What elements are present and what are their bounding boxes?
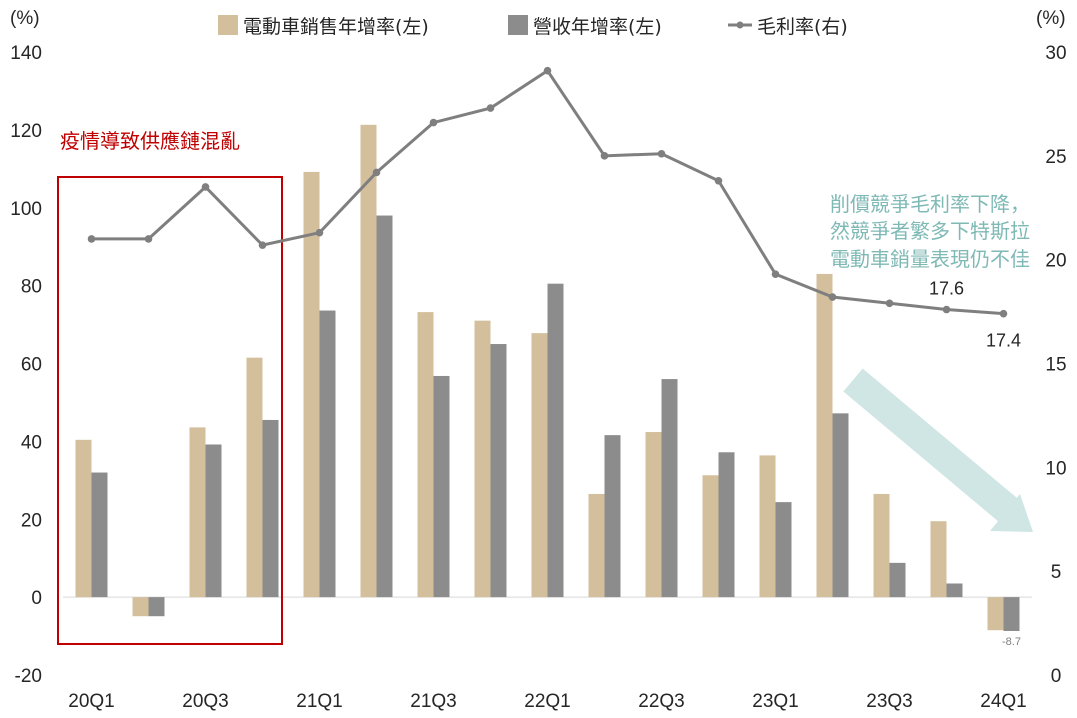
bar-revenue-23Q2: [832, 413, 849, 598]
bar-ev-sales-23Q4: [930, 521, 947, 598]
margin-point-22Q3: [657, 149, 666, 158]
bar-revenue-21Q3: [433, 375, 450, 598]
y-left-tick-label-2: 20: [21, 510, 42, 531]
legend: 電動車銷售年增率(左) 營收年增率(左) 毛利率(右): [218, 15, 848, 38]
margin-point-21Q1: [315, 228, 324, 237]
margin-point-22Q1: [543, 66, 552, 75]
margin-point-23Q1: [771, 270, 780, 279]
y-left-tick-label-0: -20: [15, 666, 42, 687]
bar-revenue-24Q1: [1003, 597, 1020, 632]
trend-arrow-shaft: [843, 368, 1018, 522]
arrow-annotation-line-2: 然競爭者繁多下特斯拉: [830, 219, 1030, 243]
margin-point-23Q3: [885, 299, 894, 308]
bar-ev-sales-22Q3: [645, 432, 662, 598]
y-left-tick-label-7: 120: [10, 121, 42, 142]
legend-swatch-ev-sales: [218, 15, 238, 35]
bar-revenue-20Q1: [91, 472, 108, 598]
y-left-tick-label-6: 100: [10, 199, 42, 220]
x-tick-label-21Q3: 21Q3: [410, 691, 456, 712]
bar-ev-sales-23Q1: [759, 455, 776, 598]
bar-ev-sales-23Q3: [873, 493, 890, 598]
margin-point-20Q4: [258, 241, 267, 249]
x-tick-label-20Q3: 20Q3: [182, 691, 228, 712]
bar-ev-sales-20Q1: [75, 439, 92, 598]
bar-revenue-22Q4: [718, 452, 735, 598]
margin-point-21Q4: [486, 104, 495, 112]
legend-label-margin: 毛利率(右): [757, 16, 848, 38]
margin-point-23Q2: [828, 293, 837, 301]
data-label-revenue-24Q1: -8.7: [1002, 636, 1021, 648]
bar-ev-sales-21Q2: [360, 124, 377, 598]
bar-revenue-23Q3: [889, 562, 906, 598]
y-right-tick-label-6: 30: [1045, 43, 1066, 64]
supply-chain-box: [57, 176, 283, 645]
x-tick-label-23Q1: 23Q1: [752, 691, 798, 712]
bar-revenue-21Q2: [376, 215, 393, 598]
legend-label-revenue: 營收年增率(左): [533, 16, 662, 38]
bar-ev-sales-20Q2: [132, 597, 149, 617]
y-left-tick-label-1: 0: [31, 588, 42, 609]
bar-revenue-20Q4: [262, 419, 279, 598]
data-label-margin-23Q4: 17.6: [929, 279, 964, 299]
legend-marker-margin: [736, 21, 744, 29]
bar-revenue-22Q1: [547, 283, 564, 598]
margin-point-21Q2: [372, 168, 381, 177]
x-tick-label-24Q1: 24Q1: [980, 691, 1026, 712]
bar-revenue-22Q2: [604, 435, 621, 598]
bar-ev-sales-22Q1: [531, 333, 548, 598]
bar-ev-sales-20Q3: [189, 427, 206, 598]
y-right-tick-label-5: 25: [1045, 147, 1066, 168]
y-left-unit: (%): [10, 8, 40, 29]
bar-ev-sales-20Q4: [246, 357, 263, 598]
bar-ev-sales-21Q3: [417, 312, 434, 598]
bar-ev-sales-22Q2: [588, 493, 605, 598]
bar-revenue-21Q4: [490, 344, 507, 598]
supply-chain-annotation: 疫情導致供應鏈混亂: [60, 129, 240, 153]
x-tick-label-20Q1: 20Q1: [68, 691, 114, 712]
bar-ev-sales-21Q4: [474, 320, 491, 598]
bar-revenue-20Q2: [148, 597, 165, 617]
bar-revenue-20Q3: [205, 444, 222, 598]
bar-revenue-22Q3: [661, 379, 678, 598]
margin-point-22Q4: [714, 176, 723, 185]
margin-point-21Q3: [429, 118, 438, 127]
bar-ev-sales-23Q2: [816, 273, 833, 598]
bar-ev-sales-24Q1: [987, 597, 1004, 631]
y-left-tick-label-4: 60: [21, 355, 42, 376]
bar-ev-sales-22Q4: [702, 475, 719, 598]
bar-revenue-23Q4: [946, 583, 963, 598]
legend-swatch-revenue: [508, 15, 528, 35]
y-right-unit: (%): [1036, 8, 1066, 29]
x-tick-label-23Q3: 23Q3: [866, 691, 912, 712]
margin-point-22Q2: [600, 152, 609, 160]
legend-label-ev-sales: 電動車銷售年增率(左): [243, 16, 429, 38]
y-right-tick-label-1: 5: [1051, 562, 1062, 583]
trend-arrow: [843, 368, 1033, 532]
margin-point-23Q4: [942, 305, 951, 314]
x-tick-label-22Q1: 22Q1: [524, 691, 570, 712]
data-label-margin-24Q1: 17.4: [986, 331, 1021, 351]
bar-ev-sales-21Q1: [303, 171, 320, 598]
y-left-tick-label-5: 80: [21, 277, 42, 298]
margin-point-20Q2: [144, 235, 153, 243]
margin-point-20Q3: [201, 183, 210, 191]
y-right-tick-label-3: 15: [1045, 355, 1066, 376]
x-tick-label-21Q1: 21Q1: [296, 691, 342, 712]
y-right-tick-label-0: 0: [1051, 666, 1062, 687]
x-tick-label-22Q3: 22Q3: [638, 691, 684, 712]
y-right-tick-label-4: 20: [1045, 251, 1066, 272]
y-right-tick-label-2: 10: [1045, 458, 1066, 479]
y-left-tick-label-8: 140: [10, 43, 42, 64]
trend-arrow-head: [990, 494, 1033, 532]
arrow-annotation-line-3: 電動車銷量表現仍不佳: [830, 247, 1030, 271]
arrow-annotation-line-1: 削價競爭毛利率下降，: [830, 192, 1030, 216]
y-left-tick-label-3: 40: [21, 432, 42, 453]
margin-point-20Q1: [87, 235, 96, 243]
margin-point-24Q1: [999, 309, 1008, 318]
bar-revenue-23Q1: [775, 502, 792, 598]
bar-revenue-21Q1: [319, 310, 336, 598]
